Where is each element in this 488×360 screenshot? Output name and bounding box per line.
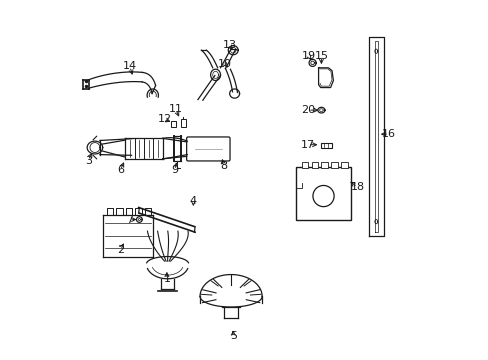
- Text: 14: 14: [122, 62, 137, 71]
- FancyBboxPatch shape: [186, 137, 229, 161]
- Bar: [321, 143, 331, 148]
- Text: 12: 12: [157, 114, 171, 124]
- Bar: [301, 162, 307, 168]
- Text: 17: 17: [300, 140, 314, 150]
- Text: 6: 6: [117, 165, 123, 175]
- Text: 20: 20: [300, 105, 314, 115]
- Text: 9: 9: [171, 165, 178, 175]
- FancyBboxPatch shape: [296, 167, 350, 220]
- Text: 8: 8: [220, 161, 227, 171]
- Text: 19: 19: [301, 51, 315, 61]
- Bar: [311, 162, 317, 168]
- Text: 16: 16: [381, 129, 395, 139]
- Text: 10: 10: [217, 59, 231, 68]
- Bar: [341, 162, 347, 168]
- Text: 15: 15: [314, 51, 328, 61]
- Text: 11: 11: [168, 104, 183, 114]
- Text: 3: 3: [84, 156, 92, 166]
- Text: 1: 1: [163, 274, 170, 284]
- Text: 4: 4: [189, 196, 197, 206]
- Bar: [330, 162, 337, 168]
- Text: 13: 13: [222, 40, 236, 50]
- Text: 2: 2: [117, 245, 123, 255]
- Text: 5: 5: [229, 331, 236, 341]
- Bar: [181, 119, 185, 127]
- Text: 18: 18: [349, 182, 364, 192]
- Text: 7: 7: [126, 215, 133, 225]
- Bar: [171, 121, 176, 127]
- Bar: [321, 162, 327, 168]
